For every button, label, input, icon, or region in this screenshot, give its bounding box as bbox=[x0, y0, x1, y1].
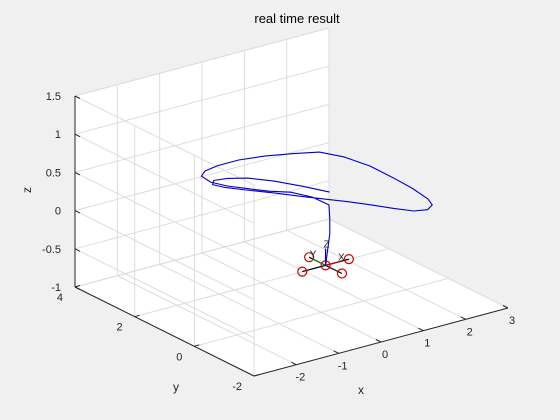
rotor-marker bbox=[343, 254, 354, 265]
y-tick-label: -2 bbox=[232, 381, 242, 393]
grid-line bbox=[244, 241, 424, 332]
y-axis-line bbox=[74, 286, 255, 377]
z-tick-mark bbox=[74, 95, 81, 99]
rotor-marker bbox=[336, 268, 348, 279]
grid-line bbox=[74, 103, 330, 173]
x-tick-label: 3 bbox=[509, 315, 515, 327]
left-wall-panel bbox=[75, 96, 254, 376]
y-tick-mark bbox=[134, 314, 140, 318]
y-tick-mark bbox=[194, 344, 200, 347]
x-tick-label: -1 bbox=[338, 360, 348, 372]
z-tick-label: 0.5 bbox=[46, 167, 61, 179]
rotor-marker bbox=[304, 252, 315, 263]
z-tick-mark bbox=[74, 171, 81, 176]
rotor-marker bbox=[297, 266, 308, 277]
grid-line bbox=[194, 277, 449, 347]
grid-line bbox=[74, 95, 255, 186]
trajectory-line bbox=[200, 151, 433, 266]
plot-area: X YZ bbox=[200, 151, 433, 279]
z-tick-label: 0 bbox=[55, 206, 61, 218]
grid-line bbox=[74, 133, 255, 224]
z-tick-mark bbox=[74, 248, 81, 252]
x-tick-mark bbox=[291, 361, 297, 366]
chart-title: real time result bbox=[254, 11, 340, 26]
x-tick-label: -2 bbox=[295, 372, 305, 384]
z-tick-label: 1 bbox=[55, 129, 61, 141]
grid-line bbox=[74, 248, 255, 339]
body-axis-label: Z bbox=[324, 240, 330, 251]
grid-line bbox=[74, 218, 330, 288]
grid-line bbox=[74, 65, 330, 135]
grid-line bbox=[117, 275, 297, 366]
y-tick-label: 0 bbox=[176, 351, 182, 363]
y-axis-label: y bbox=[173, 380, 179, 394]
z-tick-label: 1.5 bbox=[46, 91, 61, 103]
body-axis-arrow bbox=[311, 258, 326, 266]
z-tick-mark bbox=[74, 286, 81, 290]
y-tick-mark bbox=[253, 374, 260, 377]
x-tick-mark bbox=[375, 339, 382, 343]
grid-line bbox=[328, 218, 509, 309]
x-axis-label: x bbox=[358, 383, 364, 397]
grid-line bbox=[74, 210, 255, 301]
y-tick-label: 2 bbox=[117, 322, 123, 334]
z-tick-label: -1 bbox=[51, 282, 61, 294]
grid-line bbox=[201, 252, 382, 343]
y-tick-mark bbox=[74, 285, 81, 288]
x-tick-mark bbox=[502, 305, 509, 309]
body-axis-label: X bbox=[338, 252, 345, 263]
grid-line bbox=[286, 229, 466, 320]
z-tick-mark bbox=[74, 210, 81, 214]
x-tick-label: 0 bbox=[382, 349, 388, 361]
grid-line bbox=[74, 171, 255, 262]
body-axis-arrow bbox=[325, 260, 341, 266]
body-axis-label: Y bbox=[310, 250, 317, 261]
quadcopter-arm bbox=[325, 264, 343, 275]
x-tick-label: 1 bbox=[424, 338, 430, 350]
x-tick-mark bbox=[418, 327, 424, 332]
y-tick-label: 4 bbox=[57, 292, 63, 304]
grid-line bbox=[74, 27, 330, 97]
x-tick-mark bbox=[460, 316, 466, 320]
z-tick-mark bbox=[74, 133, 81, 138]
grid-lines bbox=[74, 27, 509, 377]
z-axis-label: z bbox=[20, 187, 34, 193]
z-tick-label: -0.5 bbox=[42, 244, 61, 256]
x-tick-label: 2 bbox=[467, 326, 473, 338]
x-tick-mark bbox=[333, 350, 339, 354]
grid-line bbox=[159, 263, 339, 354]
